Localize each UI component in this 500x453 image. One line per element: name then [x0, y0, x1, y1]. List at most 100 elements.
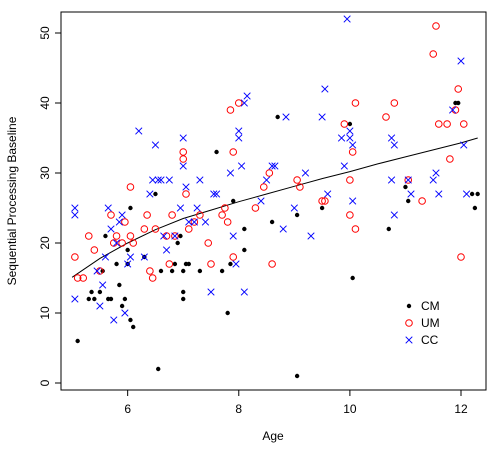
- point-cc: [101, 253, 110, 261]
- point-cm: [228, 261, 233, 267]
- point-um: [121, 218, 129, 226]
- point-cc: [449, 106, 457, 114]
- point-cm: [119, 303, 125, 309]
- legend-label-cm: CM: [421, 299, 440, 313]
- point-cm: [92, 296, 97, 302]
- point-cc: [235, 127, 243, 135]
- point-um: [143, 211, 151, 219]
- point-cm: [181, 296, 186, 302]
- point-um: [223, 218, 232, 226]
- point-cc: [232, 260, 240, 268]
- point-um: [418, 197, 426, 205]
- point-cc: [165, 176, 173, 184]
- data-points: [71, 15, 480, 379]
- y-tick-label: 0: [38, 379, 52, 386]
- point-cm: [153, 191, 158, 197]
- point-cm: [214, 149, 219, 155]
- point-cm: [181, 268, 186, 274]
- point-cc: [112, 239, 121, 247]
- point-cc: [212, 190, 221, 198]
- point-um: [221, 204, 229, 212]
- y-tick-label: 40: [38, 96, 52, 110]
- point-cc: [349, 141, 357, 149]
- point-cc: [121, 309, 129, 317]
- point-um: [107, 211, 115, 219]
- point-um: [90, 246, 99, 254]
- point-um: [79, 274, 88, 282]
- point-cc: [71, 295, 79, 303]
- y-tick-label: 50: [38, 26, 52, 40]
- point-cm: [128, 317, 133, 323]
- point-cm: [86, 296, 91, 302]
- point-um: [129, 239, 138, 247]
- point-cm: [456, 100, 461, 106]
- point-cc: [207, 288, 215, 296]
- point-cm: [175, 240, 180, 246]
- point-cc: [429, 176, 437, 184]
- point-um: [151, 225, 160, 233]
- point-cc: [279, 225, 287, 233]
- point-cm: [403, 184, 408, 190]
- point-um: [190, 218, 199, 226]
- point-cc: [346, 127, 354, 135]
- point-cm: [128, 205, 133, 211]
- point-cc: [462, 190, 471, 198]
- point-um: [84, 232, 93, 240]
- point-cc: [235, 134, 243, 142]
- point-um: [265, 169, 274, 177]
- x-axis-label: Age: [262, 429, 284, 443]
- point-cc: [118, 211, 126, 219]
- point-cm: [97, 289, 103, 295]
- legend-item-cm: CM: [406, 299, 440, 313]
- trend-line: [71, 137, 478, 278]
- point-cm: [294, 373, 300, 379]
- point-cm: [172, 261, 178, 267]
- legend-label-cc: CC: [421, 333, 439, 347]
- point-cm: [242, 247, 247, 253]
- point-um: [404, 176, 413, 184]
- point-cc: [71, 211, 79, 219]
- point-cc: [115, 218, 123, 226]
- legend-marker-cm: [406, 303, 412, 309]
- point-um: [293, 176, 301, 184]
- point-cc: [301, 169, 310, 177]
- point-cc: [201, 218, 210, 226]
- point-cc: [324, 190, 332, 198]
- point-um: [218, 211, 226, 219]
- point-um: [179, 155, 188, 163]
- legend-marker-cc: [405, 336, 413, 344]
- point-um: [226, 106, 235, 114]
- point-cc: [146, 190, 154, 198]
- y-axis: 0 10 20 30 40 50: [38, 26, 61, 386]
- point-cc: [71, 204, 79, 212]
- point-um: [126, 232, 135, 240]
- point-cc: [337, 134, 346, 142]
- point-cc: [176, 204, 185, 212]
- x-tick-label: 8: [235, 402, 242, 416]
- point-cc: [135, 127, 143, 135]
- point-cm: [475, 191, 480, 197]
- point-cc: [435, 190, 443, 198]
- point-um: [348, 148, 357, 156]
- point-um: [296, 183, 304, 191]
- point-cc: [460, 141, 468, 149]
- point-cc: [160, 232, 168, 240]
- point-um: [71, 253, 79, 261]
- point-cm: [275, 114, 280, 120]
- point-cc: [240, 288, 248, 296]
- x-axis: 6 8 10 12: [124, 390, 468, 416]
- point-um: [73, 274, 82, 282]
- point-um: [251, 204, 260, 212]
- point-cc: [321, 85, 329, 93]
- point-cc: [104, 204, 112, 212]
- point-cc: [140, 253, 148, 261]
- point-cm: [181, 289, 186, 295]
- point-um: [168, 211, 176, 219]
- point-um: [184, 225, 193, 233]
- point-cm: [178, 233, 183, 239]
- plot-frame: [60, 11, 487, 391]
- point-cc: [387, 176, 396, 184]
- point-um: [346, 211, 354, 219]
- point-cm: [242, 226, 247, 232]
